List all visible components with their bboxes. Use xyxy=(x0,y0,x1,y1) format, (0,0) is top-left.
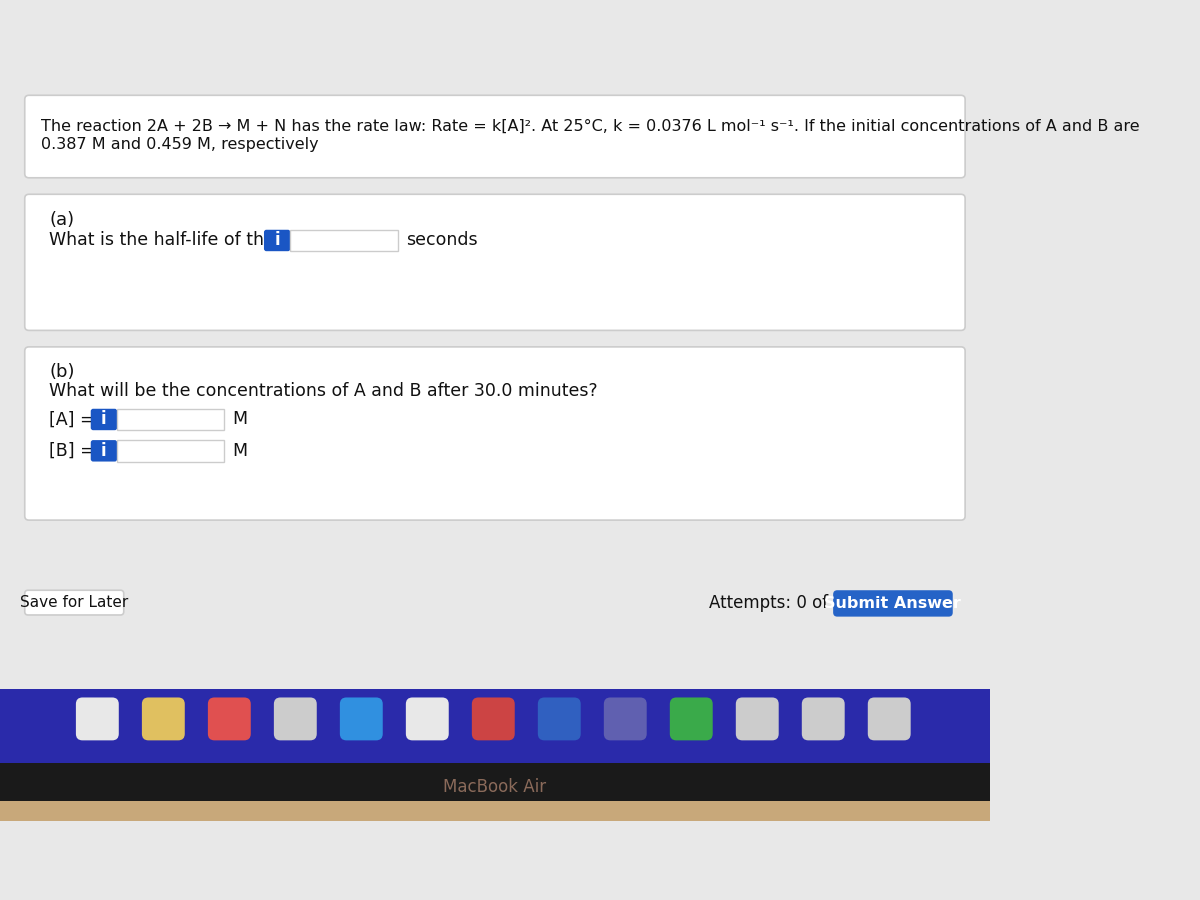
Bar xyxy=(118,440,224,462)
FancyBboxPatch shape xyxy=(340,698,383,741)
Text: i: i xyxy=(275,231,280,249)
Bar xyxy=(0,79,990,698)
Text: The reaction 2A + 2B → M + N has the rate law: Rate = k[A]². At 25°C, k = 0.0376: The reaction 2A + 2B → M + N has the rat… xyxy=(41,119,1140,133)
FancyBboxPatch shape xyxy=(538,698,581,741)
Text: i: i xyxy=(101,442,107,460)
Text: Attempts: 0 of 15 used: Attempts: 0 of 15 used xyxy=(709,594,900,612)
Text: [A] =: [A] = xyxy=(49,410,95,428)
Text: 0.387 M and 0.459 M, respectively: 0.387 M and 0.459 M, respectively xyxy=(41,137,319,151)
FancyBboxPatch shape xyxy=(604,698,647,741)
FancyBboxPatch shape xyxy=(406,698,449,741)
Bar xyxy=(0,689,990,763)
Text: Submit Answer: Submit Answer xyxy=(824,596,961,611)
FancyBboxPatch shape xyxy=(91,440,118,462)
Text: What will be the concentrations of A and B after 30.0 minutes?: What will be the concentrations of A and… xyxy=(49,382,598,400)
Text: (a): (a) xyxy=(49,211,74,229)
FancyBboxPatch shape xyxy=(472,698,515,741)
Text: i: i xyxy=(101,410,107,428)
Text: [B] =: [B] = xyxy=(49,442,95,460)
Bar xyxy=(290,230,397,251)
Bar xyxy=(0,801,990,821)
Text: What is the half-life of the reaction?: What is the half-life of the reaction? xyxy=(49,231,361,249)
FancyBboxPatch shape xyxy=(25,95,965,178)
FancyBboxPatch shape xyxy=(25,346,965,520)
FancyBboxPatch shape xyxy=(736,698,779,741)
FancyBboxPatch shape xyxy=(802,698,845,741)
FancyBboxPatch shape xyxy=(142,698,185,741)
Text: Save for Later: Save for Later xyxy=(20,595,128,610)
FancyBboxPatch shape xyxy=(264,230,290,251)
FancyBboxPatch shape xyxy=(25,194,965,330)
FancyBboxPatch shape xyxy=(833,590,953,616)
FancyBboxPatch shape xyxy=(670,698,713,741)
Bar xyxy=(0,763,990,805)
Text: (b): (b) xyxy=(49,364,74,382)
FancyBboxPatch shape xyxy=(868,698,911,741)
Text: M: M xyxy=(233,442,247,460)
FancyBboxPatch shape xyxy=(208,698,251,741)
FancyBboxPatch shape xyxy=(91,409,118,430)
Text: M: M xyxy=(233,410,247,428)
Text: seconds: seconds xyxy=(406,231,478,249)
FancyBboxPatch shape xyxy=(25,590,124,615)
Bar xyxy=(118,409,224,430)
FancyBboxPatch shape xyxy=(274,698,317,741)
Text: MacBook Air: MacBook Air xyxy=(443,778,546,796)
FancyBboxPatch shape xyxy=(76,698,119,741)
